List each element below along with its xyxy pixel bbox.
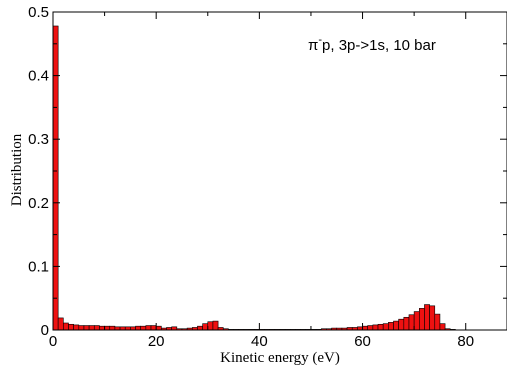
histogram-bar: [429, 305, 436, 331]
histogram-bar: [155, 325, 162, 331]
histogram-bar: [372, 324, 379, 331]
histogram-bar: [439, 323, 446, 331]
histogram-bar: [424, 304, 430, 331]
histogram-bar: [398, 318, 405, 331]
histogram-bar: [78, 325, 85, 331]
histogram-bar: [413, 311, 420, 331]
x-axis-title: Kinetic energy (eV): [220, 350, 340, 366]
histogram-bar: [212, 320, 219, 331]
histogram-bar: [99, 325, 105, 331]
ticks-group: 0 20 40 60 80 0 0.1 0.2 0.3 0.4 0.5: [28, 4, 507, 350]
histogram-bar: [418, 308, 425, 331]
histogram-bar: [408, 314, 415, 331]
histogram-bar: [197, 325, 203, 331]
annotation-particle: π: [308, 37, 318, 54]
y-tick-label: 0.5: [28, 4, 49, 21]
x-tick-label: 20: [148, 333, 165, 350]
histogram-bar: [104, 325, 111, 331]
y-tick-label: 0.4: [28, 68, 49, 85]
plot-frame: [52, 11, 507, 331]
histogram-bar: [73, 324, 80, 331]
histogram-bar: [57, 317, 64, 331]
histogram-bar: [362, 325, 369, 331]
histogram-bar: [109, 325, 116, 331]
y-tick-label: 0: [41, 322, 49, 339]
histogram-bar: [377, 323, 384, 331]
histogram-bar: [63, 322, 69, 331]
histogram-bar: [382, 323, 389, 331]
x-tick-label: 80: [457, 333, 474, 350]
histogram-bar: [393, 320, 399, 331]
x-tick-label: 40: [251, 333, 268, 350]
y-tick-label: 0.3: [28, 131, 49, 148]
bars-group: [52, 25, 456, 331]
histogram-bar: [434, 313, 441, 331]
histogram-bar: [367, 325, 374, 331]
chart-annotation: π-p, 3p->1s, 10 bar: [308, 34, 436, 54]
y-tick-label: 0.1: [28, 258, 49, 275]
histogram-bar: [52, 25, 59, 331]
x-tick-label: 60: [354, 333, 371, 350]
y-axis-title: Distribution: [9, 133, 25, 206]
y-tick-label: 0.2: [28, 195, 49, 212]
histogram-bar: [135, 325, 142, 331]
histogram-bar: [88, 325, 95, 331]
histogram-bar: [68, 323, 74, 331]
histogram-bar: [150, 325, 157, 331]
histogram-bar: [207, 321, 214, 331]
x-tick-label: 0: [49, 333, 57, 350]
histogram-bar: [93, 325, 100, 331]
annotation-superscript: -: [318, 34, 322, 46]
histogram-bar: [403, 316, 410, 331]
histogram-bar: [145, 325, 152, 331]
histogram-bar: [140, 325, 147, 331]
histogram-bar: [388, 322, 394, 331]
histogram-bar: [83, 325, 90, 331]
histogram-bar: [202, 323, 209, 331]
annotation-text: p, 3p->1s, 10 bar: [322, 37, 436, 54]
